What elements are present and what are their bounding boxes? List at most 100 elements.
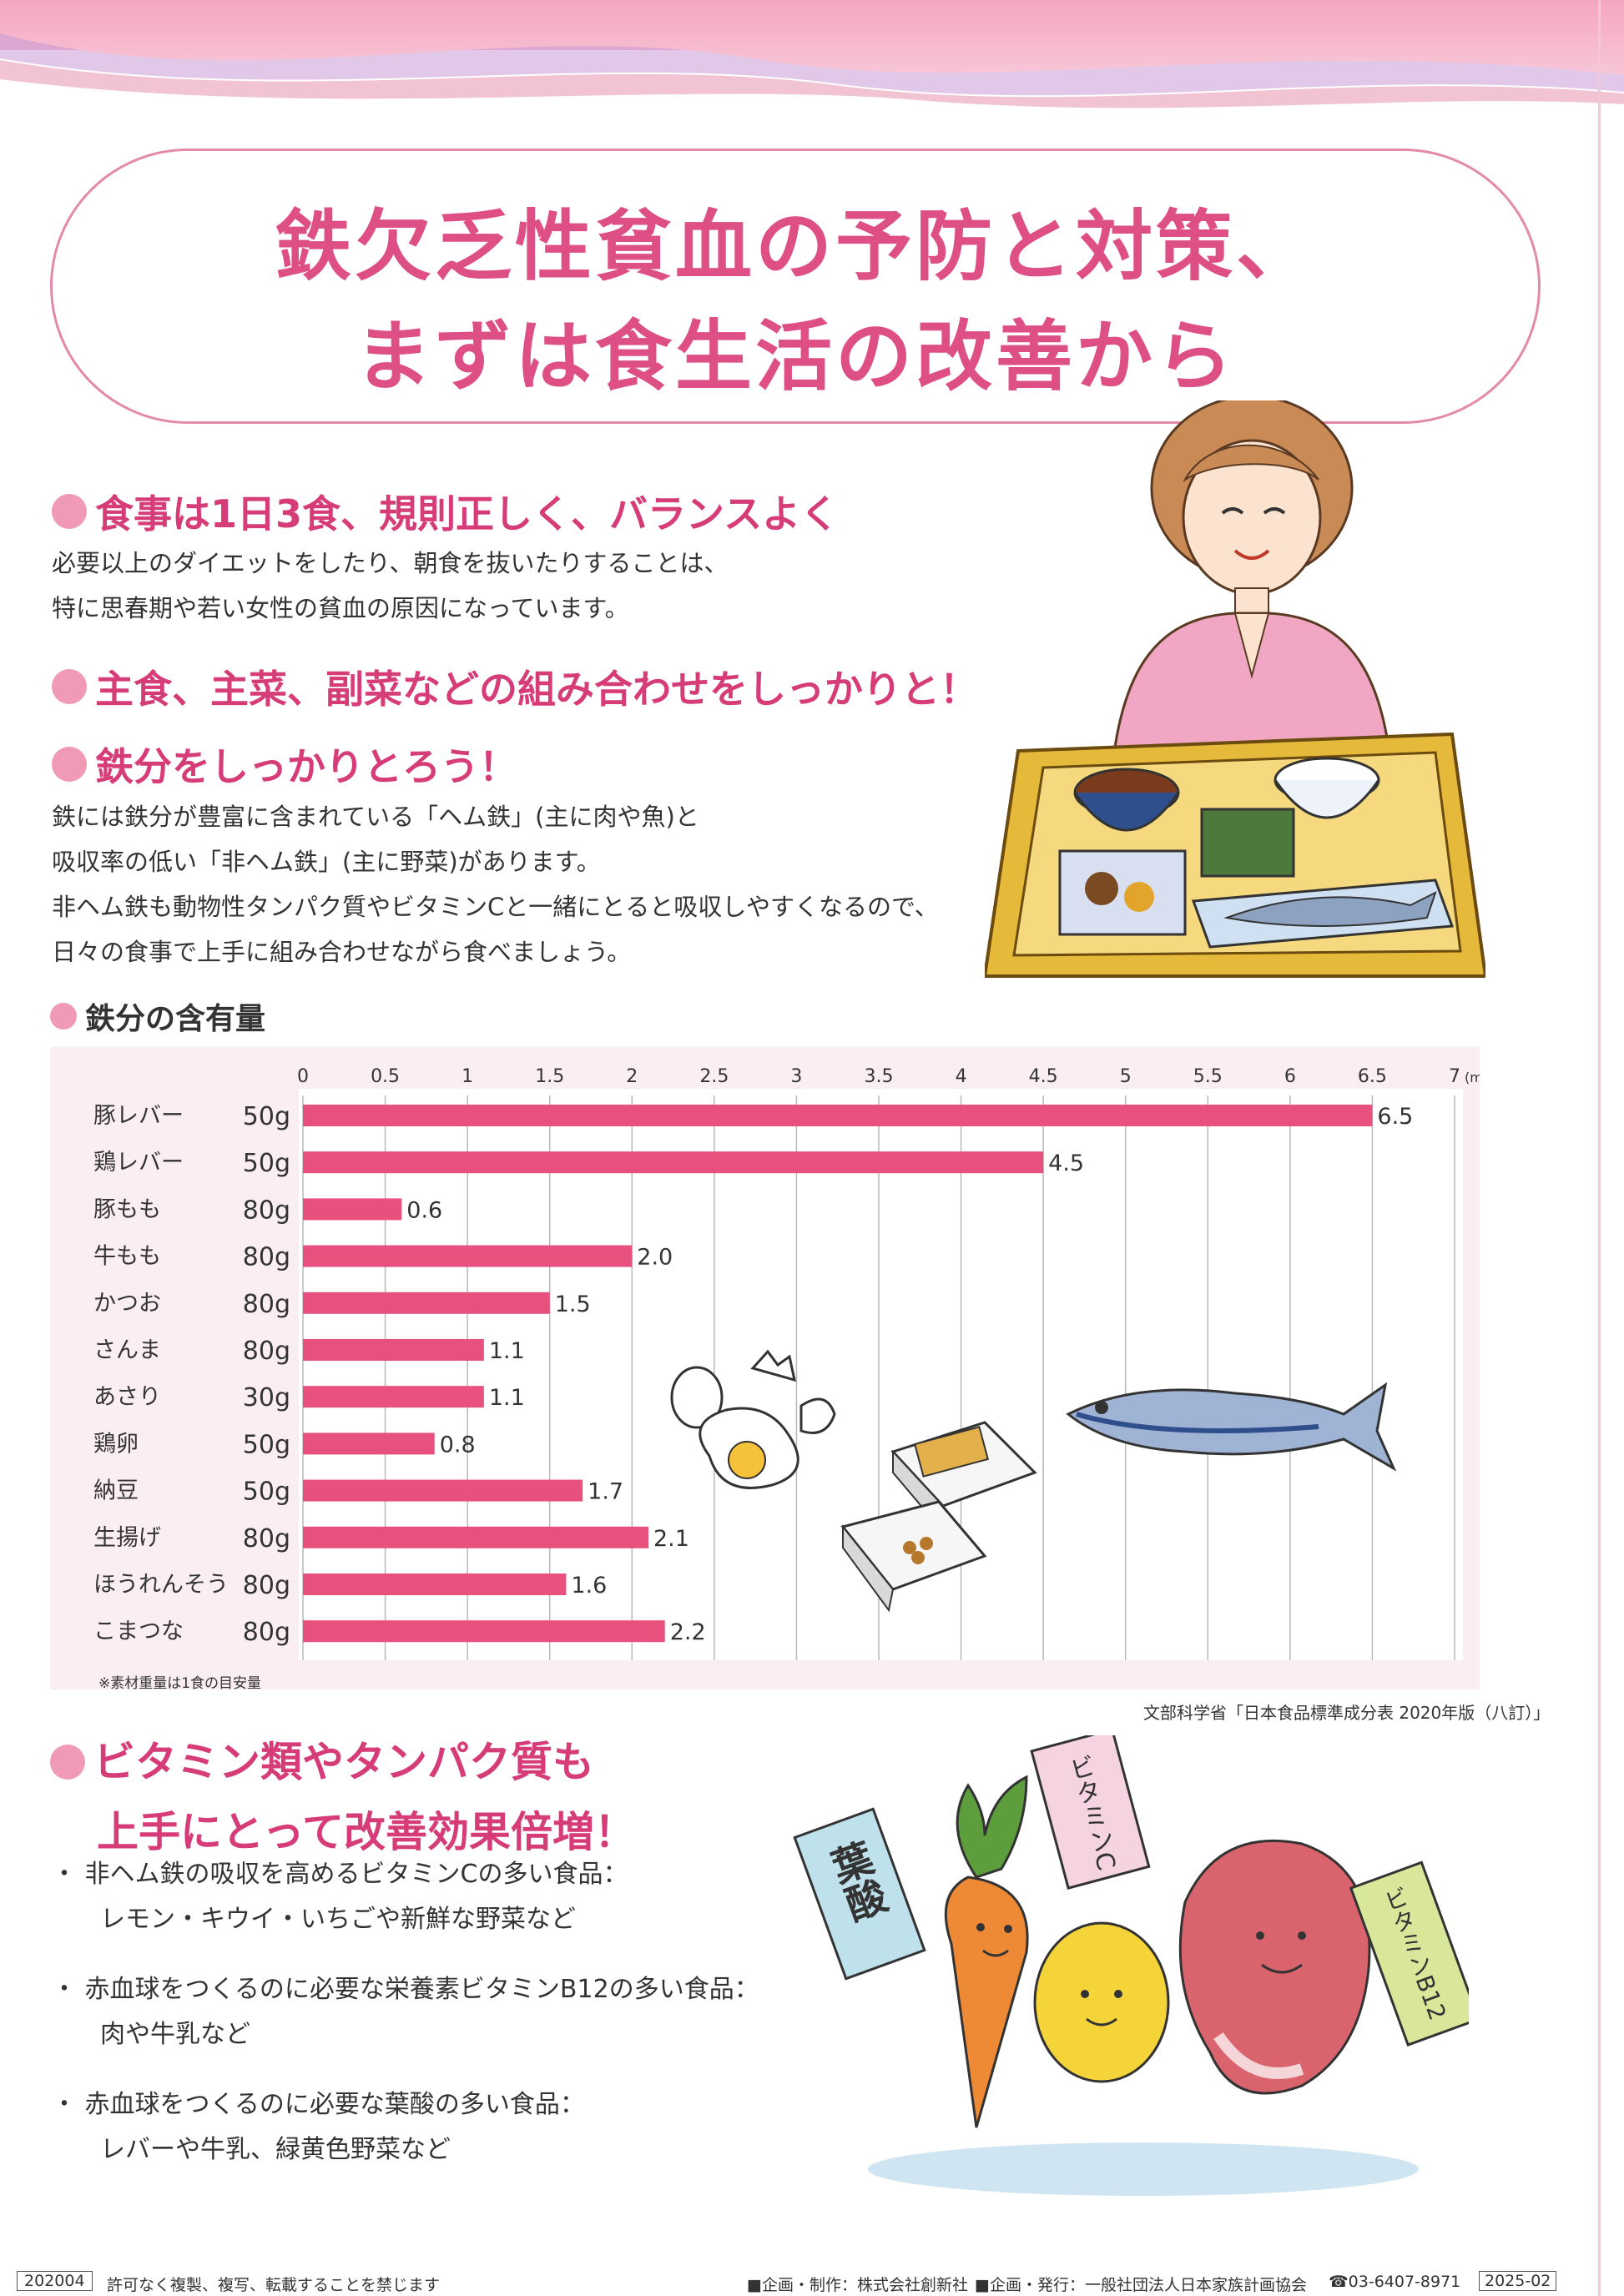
x-tick-label: 3.5 [865,1066,894,1087]
category-label: こまつな [93,1619,184,1644]
bar [303,1432,435,1455]
bar [303,1573,567,1595]
x-tick-label: 6.5 [1358,1066,1387,1087]
edition-date: 2025-02 [1479,2271,1557,2291]
bar [303,1526,648,1548]
bar [303,1386,484,1408]
title-line-2: まずは食生活の改善から [354,312,1236,401]
category-label: 豚もも [93,1196,161,1222]
top-wave-band [0,0,1624,108]
category-label: 鶏レバー [93,1150,184,1176]
woman-with-meal-tray-illustration [985,400,1485,978]
category-label: 鶏卵 [93,1431,139,1457]
value-label: 6.5 [1377,1104,1413,1130]
bullet-dot-icon [50,1003,77,1030]
bar [303,1292,550,1314]
section-heading-meals: 食事は1日3食、規則正しく、バランスよく [52,484,839,539]
vitamins-heading: ビタミン類やタンパク質も 上手にとって改善効果倍増！ [50,1727,636,1867]
bullet-dot-icon [52,669,87,704]
egg-icon [670,1366,724,1429]
category-label: さんま [93,1337,161,1363]
value-label: 1.1 [489,1338,525,1364]
value-label: 2.1 [653,1526,689,1552]
x-tick-label: 0 [297,1066,309,1087]
x-tick-label: 6 [1284,1066,1296,1087]
text-line: 必要以上のダイエットをしたり、朝食を抜いたりすることは、 [52,549,729,577]
category-label: 牛もも [93,1244,161,1270]
amount-label: 80g [243,1618,290,1647]
title-box: 鉄欠乏性貧血の予防と対策、 まずは食生活の改善から [50,149,1541,424]
value-label: 2.2 [670,1619,706,1645]
value-label: 1.5 [555,1292,591,1317]
value-label: 0.8 [440,1432,476,1458]
value-label: 4.5 [1048,1151,1084,1176]
bar [303,1339,484,1361]
value-label: 0.6 [406,1197,442,1223]
x-tick-label: 4.5 [1029,1066,1058,1087]
bar [303,1151,1044,1174]
value-label: 1.6 [571,1573,607,1599]
amount-label: 80g [243,1196,290,1225]
category-label: あさり [93,1384,161,1410]
text-line: 鉄には鉄分が豊富に含まれている「ヘム鉄」(主に肉や魚)と [52,803,699,831]
vitamins-bullet-list: ・ 非ヘム鉄の吸収を高めるビタミンCの多い食品： レモン・キウイ・いちごや新鮮な… [52,1852,836,2198]
amount-label: 80g [243,1524,290,1553]
amount-label: 50g [243,1430,290,1459]
vegetable-characters-illustration: 葉酸 ビタミンC ビタミンB12 [793,1735,1469,2196]
x-tick-label: 0.5 [371,1066,400,1087]
copyright-notice: 許可なく複製、複写、転載することを禁じます [107,2276,441,2294]
x-axis-unit: (mg) [1465,1070,1480,1085]
bullet-dot-icon [52,494,87,529]
amount-label: 30g [243,1383,290,1412]
amount-label: 50g [243,1102,290,1131]
carrot-icon [944,1876,1029,2128]
section-body-meals: 必要以上のダイエットをしたり、朝食を抜いたりすることは、 特に思春期や若い女性の… [52,541,729,631]
bar [303,1479,583,1502]
amount-label: 50g [243,1478,290,1507]
category-label: かつお [93,1291,161,1317]
list-item: ・ 赤血球をつくるのに必要な栄養素ビタミンB12の多い食品： 肉や牛乳など [52,1975,759,2049]
x-tick-label: 1 [461,1066,473,1087]
publisher-credit: ■企画・発行：一般社団法人日本家族計画協会 [975,2276,1307,2294]
x-tick-label: 4 [956,1066,967,1087]
section-body-iron: 鉄には鉄分が豊富に含まれている「ヘム鉄」(主に肉や魚)と 吸収率の低い「非ヘム鉄… [52,794,939,974]
x-tick-label: 5.5 [1193,1066,1223,1087]
vitamin-b12-sign-icon [1349,1860,1469,2047]
right-edge-line [1598,0,1601,2296]
amount-label: 50g [243,1149,290,1178]
x-tick-label: 2 [626,1066,638,1087]
x-tick-label: 7 [1449,1066,1460,1087]
bullet-dot-icon [52,747,87,782]
title-line-1: 鉄欠乏性貧血の予防と対策、 [274,202,1316,291]
chart-food-illustrations [670,1349,1397,1613]
production-credit: ■企画・制作：株式会社創新社 [747,2276,968,2294]
saury-fish-icon [1066,1382,1397,1472]
list-item: ・ 赤血球をつくるのに必要な葉酸の多い食品： レバーや牛乳、緑黄色野菜など [52,2090,585,2164]
bar [303,1198,402,1221]
x-tick-label: 2.5 [699,1066,729,1087]
bar [303,1245,633,1267]
section-heading-combination: 主食、主菜、副菜などの組み合わせをしっかりと！ [52,659,978,714]
x-tick-label: 5 [1120,1066,1132,1087]
x-tick-label: 1.5 [535,1066,564,1087]
category-label: 豚レバー [93,1103,184,1129]
text-line: 非ヘム鉄も動物性タンパク質やビタミンCと一緒にとると吸収しやすくなるので、 [52,893,939,921]
bullet-dot-icon [50,1745,85,1780]
section-heading-iron: 鉄分をしっかりとろう！ [52,737,517,792]
text-line: 特に思春期や若い女性の貧血の原因になっています。 [52,594,629,622]
chart-heading: 鉄分の含有量 [50,994,265,1038]
amount-label: 80g [243,1571,290,1600]
category-label: 生揚げ [93,1525,161,1551]
folate-sign-icon [793,1807,926,1981]
x-tick-label: 3 [790,1066,802,1087]
amount-label: 80g [243,1243,290,1272]
chart-source: 文部科学省「日本食品標準成分表 2020年版（八訂）」 [1143,1703,1551,1723]
bar [303,1105,1373,1126]
value-label: 2.0 [637,1245,673,1271]
vitamin-c-sign-icon [1030,1735,1151,1890]
category-label: 納豆 [93,1478,139,1504]
amount-label: 80g [243,1337,290,1366]
document-code: 202004 [17,2271,93,2291]
chart-note: ※素材重量は1食の目安量 [98,1675,262,1692]
text-line: 日々の食事で上手に組み合わせながら食べましょう。 [52,938,632,966]
